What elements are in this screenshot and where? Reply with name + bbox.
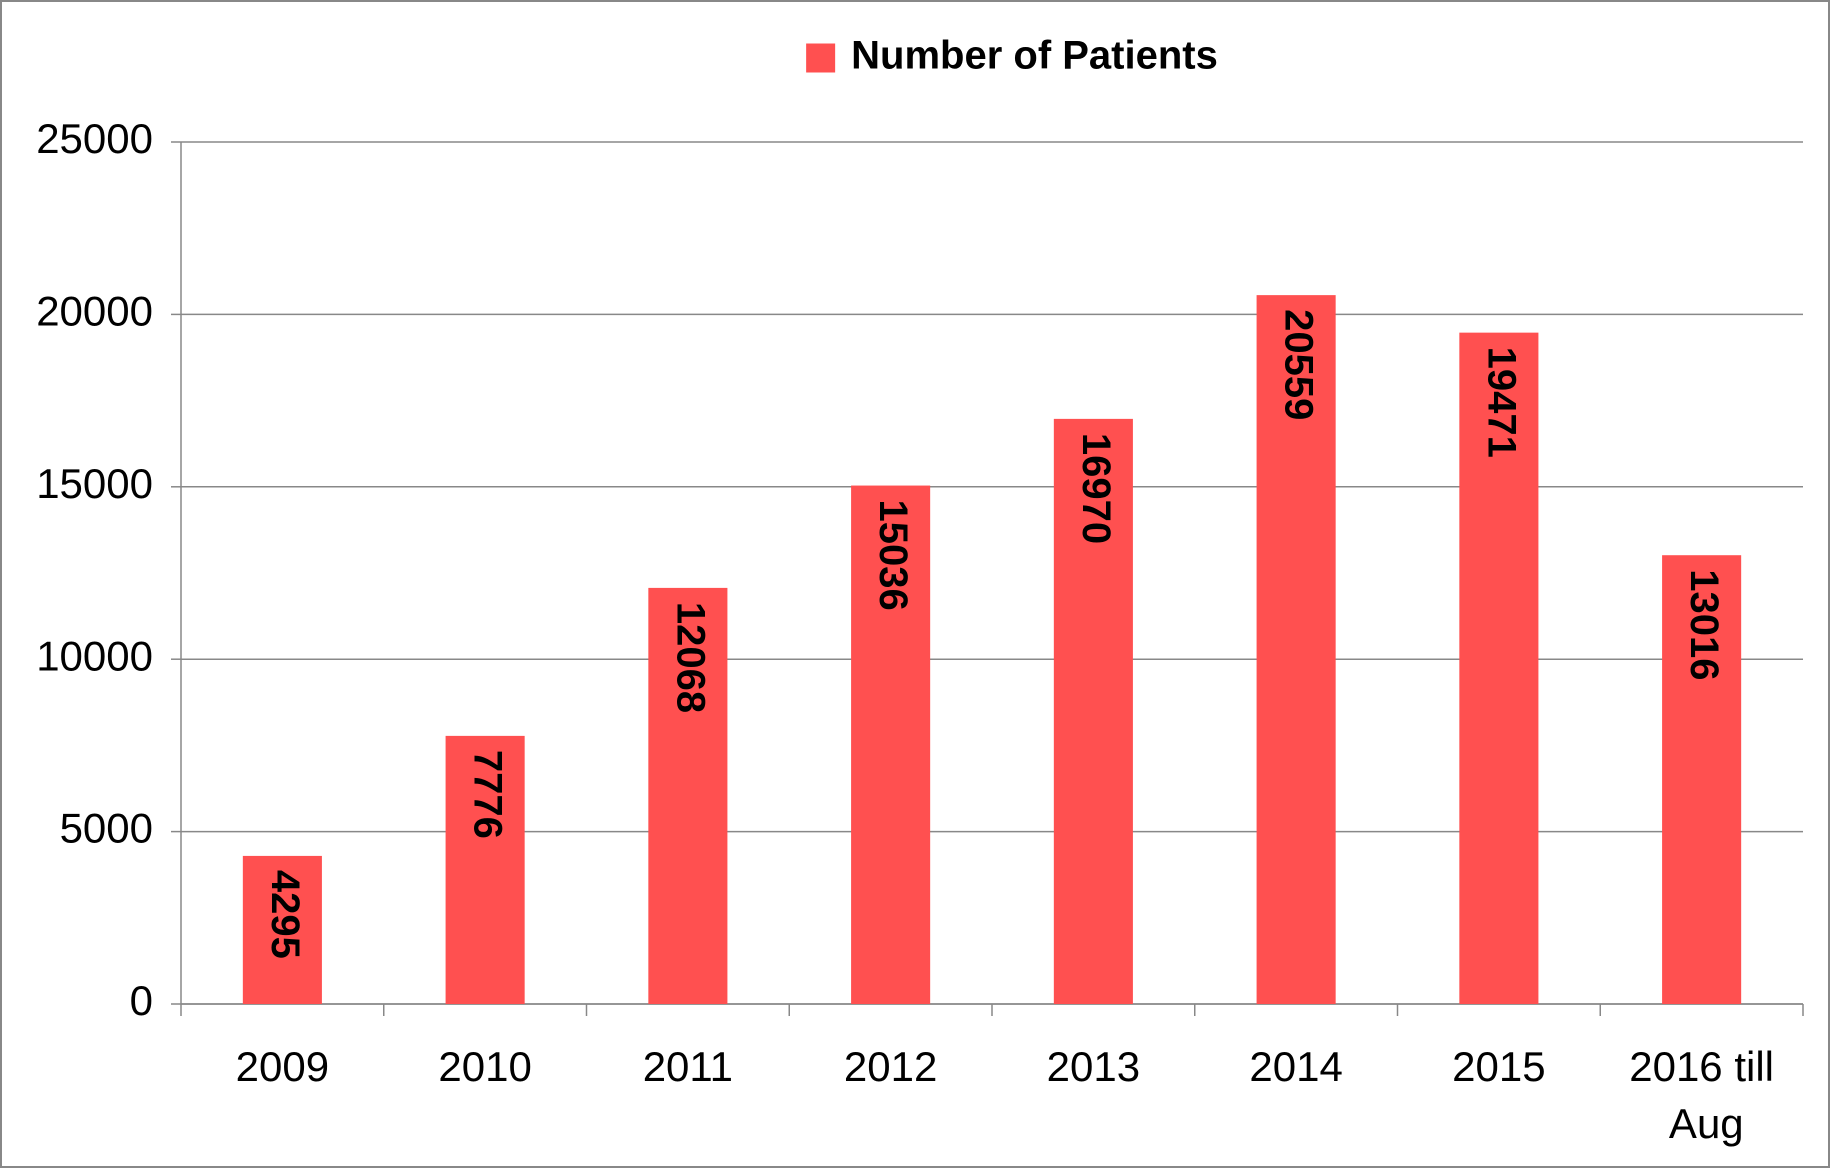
- y-tick-label: 25000: [36, 115, 153, 162]
- x-tick-label: 2014: [1249, 1043, 1342, 1090]
- value-label: 12068: [668, 602, 712, 713]
- x-tick-label: 2013: [1047, 1043, 1140, 1090]
- value-label: 19471: [1479, 347, 1523, 458]
- legend-swatch: [806, 43, 836, 73]
- x-tick-label: 2011: [643, 1043, 733, 1090]
- x-tick-label: 2009: [236, 1043, 329, 1090]
- y-tick-label: 15000: [36, 460, 153, 507]
- value-label: 15036: [871, 500, 915, 611]
- y-tick-label: 0: [130, 977, 153, 1024]
- bar: [1662, 555, 1742, 1004]
- legend-text: Number of Patients: [851, 34, 1218, 78]
- y-tick-label: 10000: [36, 632, 153, 679]
- value-label: 16970: [1074, 433, 1118, 544]
- bar: [851, 485, 931, 1004]
- bar: [1459, 332, 1539, 1005]
- x-tick-label: 2016 till Aug: [1629, 1043, 1774, 1147]
- value-label: 13016: [1682, 569, 1726, 680]
- y-tick-label: 5000: [60, 805, 153, 852]
- value-label: 4295: [263, 870, 307, 959]
- bar: [445, 735, 525, 1004]
- y-tick-label: 20000: [36, 287, 153, 334]
- value-label: 20559: [1277, 309, 1321, 420]
- bar: [242, 855, 322, 1004]
- x-tick-label: 2010: [438, 1043, 531, 1090]
- bar: [648, 587, 728, 1004]
- x-tick-label: 2015: [1452, 1043, 1545, 1090]
- bar: [1053, 418, 1133, 1004]
- value-label: 7776: [466, 750, 510, 839]
- x-tick-label: 2012: [844, 1043, 937, 1090]
- bar: [1256, 295, 1336, 1004]
